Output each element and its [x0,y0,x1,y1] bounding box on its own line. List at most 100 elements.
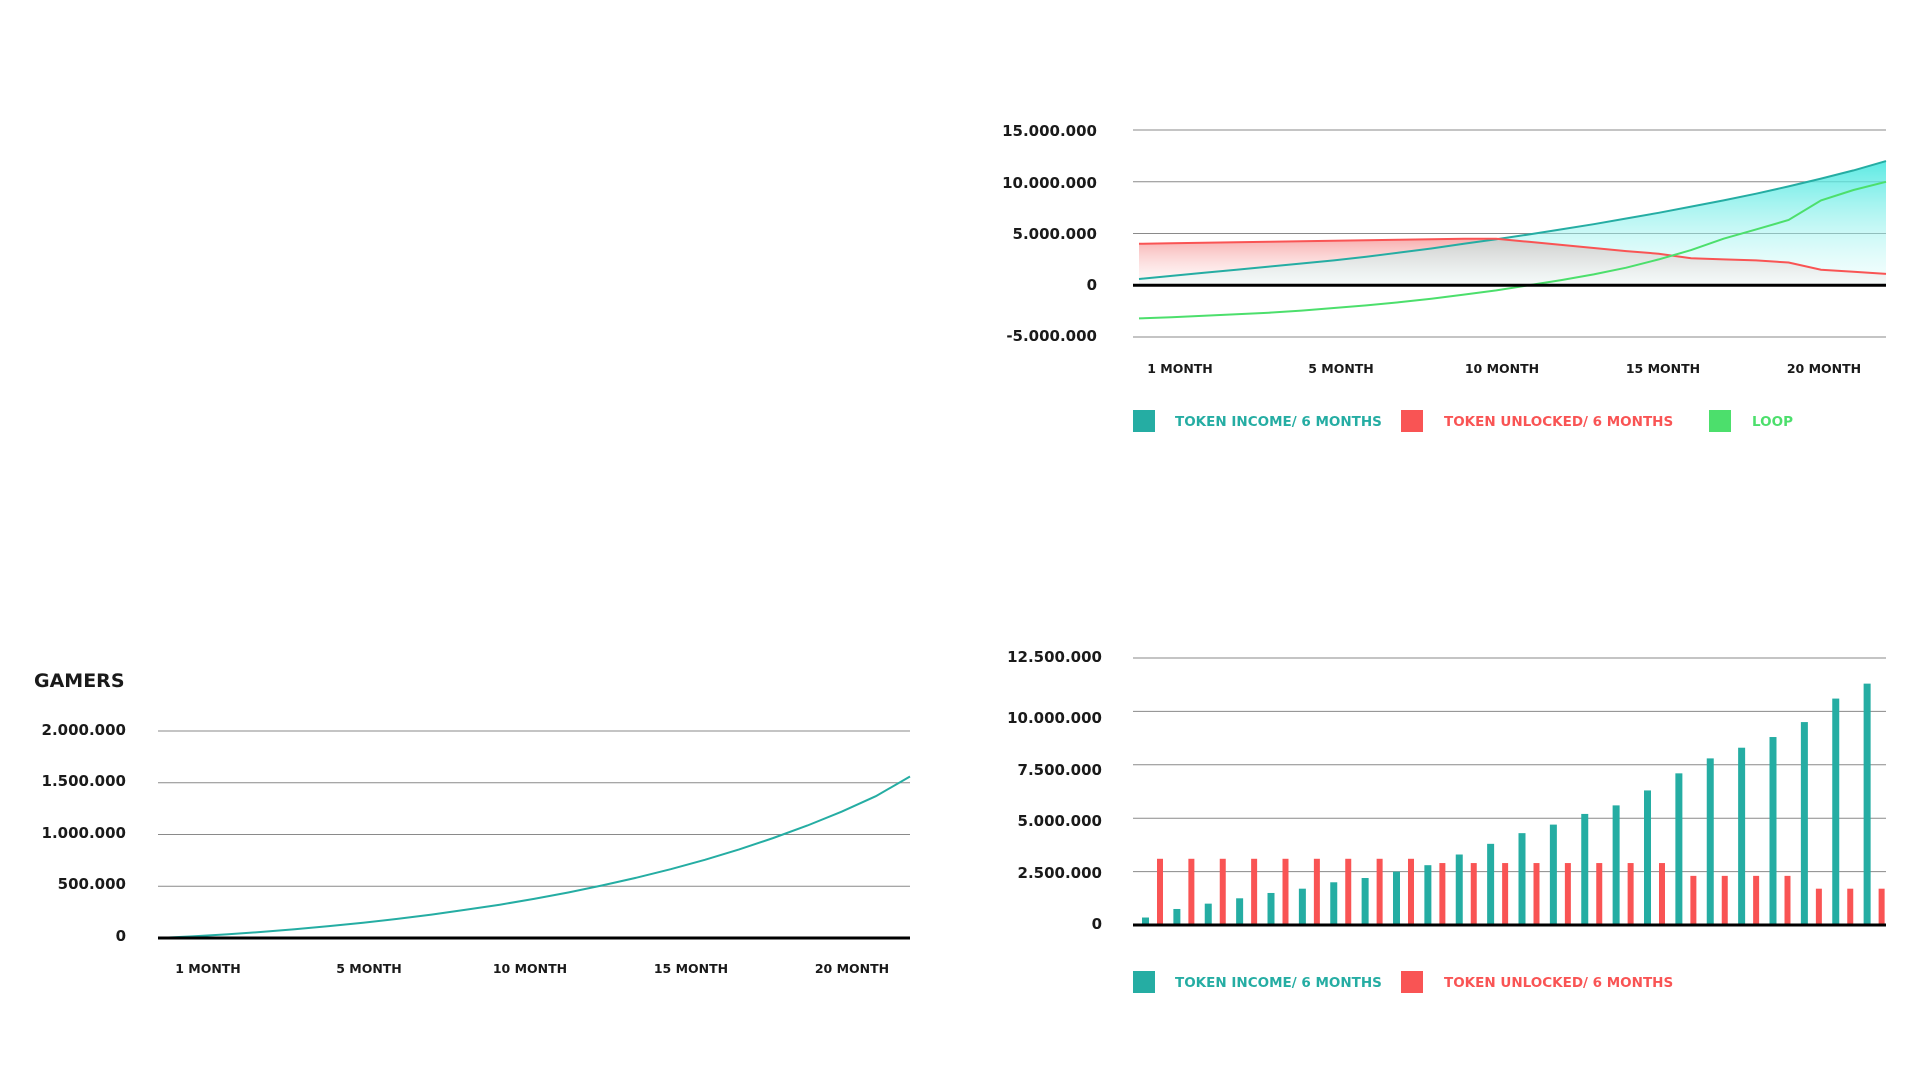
bar-token-unlocked [1157,858,1163,925]
loop-line [1138,180,1887,320]
y-tick-label: 500.000 [58,875,126,893]
bar-token-unlocked [1502,863,1509,925]
bar-token-income [1142,917,1149,925]
bar-token-income [1267,892,1275,925]
bar-token-unlocked [1188,858,1195,925]
y-tick-label: 5.000.000 [1013,225,1097,243]
x-tick-labels: 1 MONTH 5 MONTH 10 MONTH 15 MONTH 20 MON… [1147,361,1861,376]
bar-token-unlocked [1251,858,1258,925]
bar-token-unlocked [1721,875,1728,925]
bar-token-unlocked [1596,863,1603,925]
legend: TOKEN INCOME/ 6 MONTHS TOKEN UNLOCKED/ 6… [1133,410,1793,432]
gamers-line [157,775,911,939]
bar-token-unlocked [1470,863,1477,925]
bar-token-income [1832,698,1840,925]
y-tick-label: 15.000.000 [1002,122,1097,140]
legend-label-unlocked: TOKEN UNLOCKED/ 6 MONTHS [1444,975,1673,991]
bar-token-income [1549,824,1557,925]
bar-token-income [1612,805,1620,925]
bar-token-income [1581,813,1589,925]
legend-swatch-unlocked [1401,971,1423,993]
y-tick-labels: 12.500.000 10.000.000 7.500.000 5.000.00… [1007,648,1102,933]
bar-token-income [1769,737,1777,925]
y-tick-label: 0 [1092,915,1102,933]
y-tick-labels: 2.000.000 1.500.000 1.000.000 500.000 0 [42,721,126,945]
bar-token-unlocked [1376,858,1383,925]
bar-token-unlocked [1219,858,1226,925]
y-tick-label: 0 [116,927,126,945]
y-tick-label: 7.500.000 [1018,761,1102,779]
y-gridlines [1133,129,1886,338]
bar-token-unlocked [1564,863,1571,925]
x-tick-label: 10 MONTH [1465,361,1539,376]
bar-token-income [1738,747,1746,925]
legend-swatch-loop [1709,410,1731,432]
bar-token-unlocked [1345,858,1352,925]
y-gridlines [1133,657,1886,873]
token-income-area [1139,161,1886,286]
x-tick-label: 1 MONTH [175,961,241,976]
y-tick-label: 5.000.000 [1018,812,1102,830]
bar-token-income [1800,722,1808,925]
legend: TOKEN INCOME/ 6 MONTHS TOKEN UNLOCKED/ 6… [1133,971,1673,993]
bar-token-income [1863,683,1871,925]
x-tick-label: 15 MONTH [1626,361,1700,376]
x-tick-label: 20 MONTH [1787,361,1861,376]
token-unlocked-line [1138,237,1887,275]
bar-token-income [1518,833,1526,925]
bar-token-income [1644,790,1651,925]
legend-label-income: TOKEN INCOME/ 6 MONTHS [1175,975,1382,991]
bar-token-income [1173,908,1181,925]
bar-token-income [1330,882,1338,925]
legend-swatch-unlocked [1401,410,1423,432]
chart-title: GAMERS [34,670,125,692]
y-tick-label: 2.500.000 [1018,864,1102,882]
bar-token-unlocked [1847,888,1854,925]
legend-label-income: TOKEN INCOME/ 6 MONTHS [1175,414,1382,430]
bar-token-income [1361,878,1369,925]
y-tick-label: 2.000.000 [42,721,126,739]
bar-token-income [1298,888,1306,925]
y-tick-label: 1.500.000 [42,772,126,790]
y-tick-label: 1.000.000 [42,824,126,842]
bar-token-unlocked [1784,875,1791,925]
bar-token-unlocked [1659,863,1665,925]
bar-token-income [1675,773,1683,925]
bar-token-income [1204,903,1212,925]
x-tick-label: 5 MONTH [1308,361,1374,376]
bar-token-unlocked [1408,858,1414,925]
legend-label-unlocked: TOKEN UNLOCKED/ 6 MONTHS [1444,414,1673,430]
bar-token-income [1236,898,1244,925]
y-tick-label: 10.000.000 [1007,709,1102,727]
bar-token-unlocked [1878,888,1885,925]
x-tick-labels: 1 MONTH 5 MONTH 10 MONTH 15 MONTH 20 MON… [175,961,889,976]
bar-token-unlocked [1815,888,1822,925]
x-tick-label: 5 MONTH [336,961,402,976]
bars [1142,683,1885,925]
x-tick-label: 15 MONTH [654,961,728,976]
bar-token-unlocked [1439,863,1446,925]
gamers-chart: GAMERS 2.000.000 1.500.000 1.000.000 500… [34,670,911,976]
legend-label-loop: LOOP [1752,414,1793,430]
bar-token-unlocked [1533,863,1540,925]
y-tick-label: 10.000.000 [1002,174,1097,192]
token-balance-chart: 15.000.000 10.000.000 5.000.000 0 -5.000… [1002,122,1887,432]
x-tick-label: 10 MONTH [493,961,567,976]
bar-token-income [1393,871,1400,925]
bar-token-unlocked [1690,875,1697,925]
x-tick-label: 1 MONTH [1147,361,1213,376]
y-tick-label: 12.500.000 [1007,648,1102,666]
y-tick-label: 0 [1087,276,1097,294]
bar-token-unlocked [1753,875,1760,925]
legend-swatch-income [1133,410,1155,432]
bar-token-unlocked [1627,863,1634,925]
x-tick-label: 20 MONTH [815,961,889,976]
token-bar-chart: 12.500.000 10.000.000 7.500.000 5.000.00… [1007,648,1886,993]
y-tick-label: -5.000.000 [1006,327,1097,345]
legend-swatch-income [1133,971,1155,993]
bar-token-income [1487,843,1495,925]
bar-token-income [1455,854,1463,925]
bar-token-unlocked [1282,858,1289,925]
token-income-line [1138,160,1887,280]
